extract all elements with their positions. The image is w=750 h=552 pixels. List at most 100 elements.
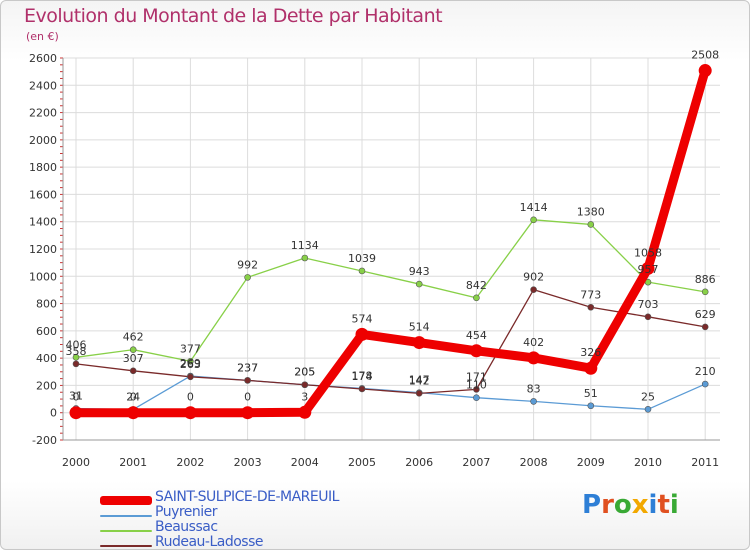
- data-label: 307: [123, 352, 144, 365]
- data-label: 454: [466, 329, 487, 342]
- data-point-0: [469, 344, 483, 358]
- data-label: 0: [130, 391, 137, 404]
- series-line-0: [71, 66, 710, 418]
- y-tick-label: 1400: [29, 216, 57, 229]
- y-tick-label: 0: [50, 407, 57, 420]
- y-tick-label: -200: [32, 434, 57, 447]
- legend-label: SAINT-SULPICE-DE-MAREUIL: [155, 489, 339, 505]
- data-label: 1039: [348, 252, 376, 265]
- data-point-3: [587, 303, 595, 311]
- data-point-2: [358, 267, 366, 275]
- data-label: 406: [66, 338, 87, 351]
- data-point-0: [527, 351, 541, 365]
- data-label: 51: [584, 387, 598, 400]
- data-label: 205: [294, 366, 315, 379]
- data-point-2: [129, 346, 137, 353]
- data-point-3: [187, 373, 194, 381]
- data-label: 957: [638, 263, 659, 276]
- x-tick-label: 2005: [348, 456, 376, 469]
- data-label: 24: [126, 390, 140, 403]
- series-line-2: [75, 219, 706, 362]
- data-point-0: [126, 406, 140, 420]
- data-point-2: [530, 216, 537, 224]
- logo-letter: P: [582, 490, 602, 520]
- data-label: 1380: [577, 205, 605, 218]
- data-point-2: [473, 294, 480, 302]
- y-tick-label: 1000: [29, 270, 57, 283]
- data-label: 83: [527, 382, 541, 395]
- data-label: 171: [466, 370, 487, 383]
- data-label: 174: [352, 370, 373, 383]
- y-tick-label: 800: [36, 298, 57, 311]
- data-label: 1134: [291, 239, 319, 252]
- data-point-1: [587, 402, 595, 410]
- y-tick-label: 2200: [29, 107, 57, 120]
- data-label: 0: [73, 391, 80, 404]
- y-tick-label: 600: [36, 325, 57, 338]
- data-label: 178: [352, 369, 373, 382]
- logo-letter: r: [601, 490, 614, 520]
- data-point-0: [641, 261, 655, 275]
- x-tick-label: 2006: [405, 456, 433, 469]
- data-point-0: [69, 406, 83, 420]
- x-tick-label: 2003: [234, 456, 262, 469]
- data-point-3: [72, 360, 80, 368]
- proxiti-logo: Proxiti: [582, 490, 679, 520]
- data-label: 943: [409, 265, 430, 278]
- x-tick-label: 2004: [291, 456, 319, 469]
- data-point-1: [473, 394, 480, 402]
- data-label: 703: [638, 298, 659, 311]
- legend-swatch: [100, 530, 152, 532]
- data-label: 142: [409, 374, 430, 387]
- x-tick-label: 2010: [634, 456, 662, 469]
- data-label: 147: [409, 374, 430, 387]
- data-label: 25: [641, 390, 655, 403]
- y-tick-label: 400: [36, 352, 57, 365]
- data-point-2: [187, 357, 194, 365]
- data-point-3: [358, 385, 366, 393]
- data-label: 514: [409, 321, 430, 334]
- legend-label: Puyrenier: [155, 504, 218, 520]
- data-label: 886: [695, 273, 716, 286]
- logo-letter: t: [657, 490, 670, 520]
- legend-swatch: [100, 496, 152, 505]
- x-tick-label: 2007: [462, 456, 490, 469]
- data-point-3: [301, 381, 309, 389]
- data-point-0: [412, 336, 426, 350]
- logo-letter: i: [669, 490, 679, 520]
- data-point-0: [298, 405, 312, 419]
- data-label: 237: [237, 361, 258, 374]
- data-label: 237: [237, 361, 258, 374]
- x-tick-label: 2000: [62, 456, 90, 469]
- data-label: 402: [523, 336, 544, 349]
- data-point-3: [129, 367, 137, 375]
- data-point-2: [701, 288, 709, 296]
- data-label: 263: [180, 358, 201, 371]
- data-point-2: [415, 280, 423, 288]
- data-point-3: [415, 390, 423, 397]
- y-tick-label: 1200: [29, 243, 57, 256]
- x-tick-label: 2002: [176, 456, 204, 469]
- data-label: 462: [123, 331, 144, 344]
- data-label: 773: [580, 288, 601, 301]
- data-label: 574: [352, 312, 373, 325]
- x-tick-label: 2009: [577, 456, 605, 469]
- data-label: 31: [69, 389, 83, 402]
- series-line-3: [75, 289, 706, 394]
- data-label: 269: [180, 357, 201, 370]
- data-point-3: [473, 386, 480, 393]
- logo-letter: i: [648, 490, 658, 520]
- data-label: 377: [180, 342, 201, 355]
- data-point-2: [244, 274, 251, 281]
- y-tick-label: 2000: [29, 134, 57, 147]
- data-label: 358: [66, 345, 87, 358]
- chart-title: Evolution du Montant de la Dette par Hab…: [24, 5, 443, 27]
- x-tick-label: 2008: [520, 456, 548, 469]
- data-label: 3: [301, 390, 308, 403]
- data-label: 326: [580, 346, 601, 359]
- data-label: 629: [695, 308, 716, 321]
- unit-label: (en €): [26, 30, 59, 43]
- data-label: 0: [244, 391, 251, 404]
- data-point-3: [701, 323, 709, 331]
